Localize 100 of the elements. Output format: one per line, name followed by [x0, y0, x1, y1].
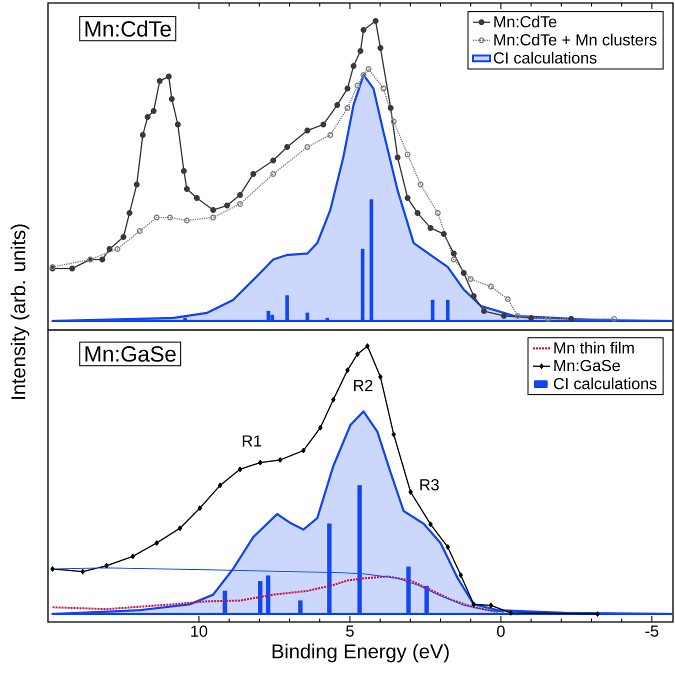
point: [168, 96, 175, 102]
point: [178, 526, 182, 531]
point: [174, 122, 181, 128]
y-axis-title: Intensity (arb. units): [10, 224, 30, 399]
legend-label: CI calculations: [494, 52, 596, 64]
point: [69, 266, 76, 272]
point: [320, 122, 326, 128]
point: [134, 182, 140, 188]
legend-label: CI calculations: [554, 378, 657, 390]
point: [504, 296, 511, 302]
point: [500, 312, 507, 319]
point: [270, 158, 276, 164]
point: [80, 568, 85, 574]
point: [104, 563, 109, 568]
legend-label: Mn thin film: [554, 342, 634, 354]
point: [390, 118, 397, 124]
point: [428, 225, 434, 231]
point: [194, 195, 200, 201]
point: [372, 18, 379, 24]
point: [238, 466, 242, 472]
point: [130, 554, 135, 560]
point: [404, 195, 411, 201]
point: [458, 572, 463, 578]
x-tick-label: 0: [497, 626, 505, 637]
point: [278, 457, 282, 463]
point: [140, 132, 146, 138]
point: [304, 128, 310, 134]
point: [508, 610, 514, 616]
point: [144, 114, 151, 120]
point: [472, 602, 476, 607]
point: [365, 343, 370, 349]
point: [210, 214, 216, 220]
point: [488, 284, 494, 290]
point: [355, 351, 360, 357]
point: [99, 256, 106, 262]
legend-label: Mn:CdTe: [494, 16, 556, 28]
point: [470, 293, 477, 300]
point: [394, 154, 401, 160]
point: [408, 489, 413, 495]
point: [237, 192, 243, 198]
x-tick-label: 5: [346, 626, 354, 637]
point: [428, 522, 433, 527]
point: [414, 210, 421, 216]
legend-label: Mn:GaSe: [554, 360, 620, 372]
point: [418, 182, 424, 188]
point: [488, 602, 494, 608]
point: [528, 315, 534, 321]
x-tick-label: -5: [645, 626, 658, 637]
point: [334, 102, 340, 108]
point: [318, 425, 322, 430]
point: [514, 312, 521, 319]
point: [284, 144, 290, 150]
point: [184, 218, 190, 224]
point: [568, 316, 574, 322]
chart-title: Mn:GaSe: [86, 346, 176, 362]
point: [378, 374, 383, 380]
point: [440, 231, 447, 237]
point: [358, 48, 364, 54]
point: [258, 460, 262, 466]
point: [166, 74, 172, 80]
point: [106, 246, 113, 252]
legend-label: Mn:CdTe + Mn clusters: [494, 34, 657, 46]
point: [156, 78, 163, 84]
point: [50, 566, 55, 572]
point: [184, 186, 190, 192]
point: [210, 207, 216, 213]
point: [404, 152, 411, 158]
point: [360, 72, 366, 78]
point: [270, 171, 276, 177]
annotation: R2: [354, 380, 372, 392]
point: [126, 210, 132, 216]
point: [150, 108, 157, 114]
point: [434, 210, 441, 216]
point: [380, 86, 386, 92]
point: [388, 105, 394, 111]
point: [468, 276, 474, 282]
annotation: R1: [242, 435, 262, 446]
point: [304, 144, 310, 150]
point: [218, 482, 222, 488]
point: [350, 63, 356, 69]
point: [392, 432, 396, 438]
point: [595, 611, 600, 617]
point: [377, 45, 384, 51]
point: [250, 171, 256, 177]
point: [344, 86, 350, 92]
point: [360, 27, 366, 33]
point: [167, 214, 173, 220]
point: [136, 228, 143, 234]
point: [154, 540, 159, 546]
point: [120, 234, 126, 240]
point: [545, 316, 551, 322]
point: [114, 246, 120, 252]
point: [460, 270, 467, 276]
point: [344, 105, 350, 111]
x-tick-label: 10: [191, 626, 208, 637]
point: [224, 202, 230, 208]
chart-title: Mn:CdTe: [86, 20, 171, 37]
point: [481, 308, 487, 314]
point: [301, 448, 306, 454]
point: [446, 544, 450, 550]
